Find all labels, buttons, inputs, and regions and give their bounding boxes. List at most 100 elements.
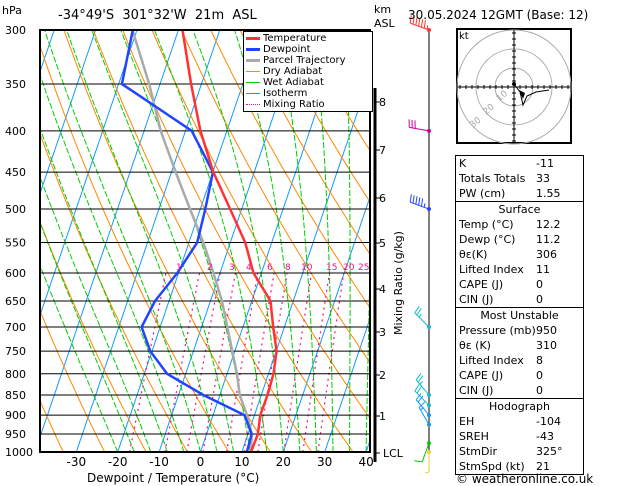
temperature-line xyxy=(181,30,278,452)
isotherm-line xyxy=(40,30,97,196)
wind-barb xyxy=(415,379,430,396)
dry-adiabat-line xyxy=(298,30,370,152)
wind-barb-flag xyxy=(416,307,422,316)
index-label: Dewp (°C) xyxy=(459,233,516,246)
index-value: 310 xyxy=(536,339,557,352)
wind-dot xyxy=(427,450,431,454)
hodograph-trace xyxy=(513,83,550,107)
index-row: CAPE (J) 0 xyxy=(456,368,583,383)
indices-panel: K -11 Totals Totals 33 PW (cm) 1.55 Surface Te… xyxy=(455,155,584,475)
indices-table: K -11 Totals Totals 33 PW (cm) 1.55 xyxy=(455,155,584,202)
mixing-ratio-line xyxy=(302,272,331,452)
mixing-ratio-label: 4 xyxy=(246,263,252,273)
legend-label: Dry Adiabat xyxy=(263,66,323,77)
index-row: Pressure (mb) 950 xyxy=(456,323,583,338)
wind-dot xyxy=(427,324,431,329)
legend-swatch xyxy=(246,48,260,51)
wind-barb-flag xyxy=(415,373,422,381)
pressure-tick-label: 500 xyxy=(5,203,26,216)
index-row: Temp (°C) 12.2 xyxy=(456,217,583,232)
isotherm-line xyxy=(117,30,262,452)
datetime: 30.05.2024 12GMT (Base: 12) xyxy=(408,8,589,22)
mixing-ratio-label: 2 xyxy=(207,263,213,273)
km-tick-label: 3 xyxy=(379,326,386,339)
isotherm-line xyxy=(158,30,304,452)
hodograph-ring-label: 20 xyxy=(482,102,497,117)
index-row: θε (K) 310 xyxy=(456,338,583,353)
index-label: CAPE (J) xyxy=(459,278,504,291)
wind-barb-flag xyxy=(419,380,423,385)
legend-label: Mixing Ratio xyxy=(263,99,325,110)
index-row: CIN (J) 0 xyxy=(456,383,583,398)
wind-barb-flag xyxy=(420,198,424,207)
footer-credit: © weatheronline.co.uk xyxy=(456,472,594,486)
legend-swatch xyxy=(246,82,260,83)
legend-label: Wet Adiabat xyxy=(263,77,324,88)
storm-motion-marker xyxy=(519,90,525,99)
index-value: 0 xyxy=(536,369,543,382)
mixing-ratio-label: 8 xyxy=(285,263,291,273)
index-label: θε(K) xyxy=(459,248,488,261)
wet-adiabat-line xyxy=(234,30,301,452)
index-value: -43 xyxy=(536,430,554,443)
wind-barb xyxy=(410,201,430,210)
dry-adiabat-line xyxy=(268,30,370,203)
hodograph-table: Hodograph EH -104 SREH -43 StmDir 325° StmSpd (… xyxy=(455,399,584,475)
wind-barb-flag xyxy=(415,393,422,401)
wind-barbs xyxy=(408,15,431,474)
wind-dot xyxy=(427,128,431,133)
mixing-ratio-label: 15 xyxy=(326,263,337,273)
index-label: Pressure (mb) xyxy=(459,324,536,337)
dry-adiabat-line xyxy=(40,44,230,452)
wind-barb-flag xyxy=(424,471,430,474)
wind-barb-flag xyxy=(423,20,426,29)
legend-swatch xyxy=(246,71,260,72)
plot-frame xyxy=(39,29,371,453)
wind-dot xyxy=(427,28,431,32)
wind-barb xyxy=(409,126,430,132)
legend-item: Dewpoint xyxy=(244,44,372,55)
section-title: Most Unstable xyxy=(480,309,559,322)
pressure-tick-label: 900 xyxy=(5,409,26,422)
location-title: -34°49'S 301°32'W 21m ASL xyxy=(58,8,257,23)
index-value: 11 xyxy=(536,263,550,276)
km-tick-label: 7 xyxy=(379,144,386,157)
wet-adiabat-line xyxy=(345,30,351,452)
wind-barb xyxy=(414,312,430,328)
legend-swatch xyxy=(246,104,260,105)
legend-swatch xyxy=(246,59,260,62)
wind-dot xyxy=(427,403,431,408)
dry-adiabat-line xyxy=(40,399,64,452)
wind-barb-flag xyxy=(415,17,418,26)
wind-barb xyxy=(421,442,430,463)
wind-barb-flag xyxy=(418,313,422,318)
tick-labels: 1 2 3 4 6 8 10 15 20 2530035040045050055060065070… xyxy=(5,24,404,469)
legend-item: Wet Adiabat xyxy=(244,77,372,88)
wet-adiabat-line xyxy=(40,73,185,452)
index-row: SREH -43 xyxy=(456,429,583,444)
hpa-label: hPa xyxy=(2,4,22,17)
wet-adiabat-line xyxy=(312,30,334,452)
pressure-tick-label: 1000 xyxy=(5,446,33,459)
pressure-tick-label: 300 xyxy=(5,24,26,37)
wind-barb-flag xyxy=(414,384,420,392)
legend-label: Dewpoint xyxy=(263,44,311,55)
dry-adiabat-line xyxy=(210,30,370,309)
wind-barb xyxy=(410,22,430,31)
temperature-tick-label: -20 xyxy=(108,455,128,469)
km-tick-label: 6 xyxy=(379,192,386,205)
wet-adiabat-line xyxy=(192,30,284,452)
km-label: km xyxy=(374,3,392,16)
mixing-ratio-line xyxy=(186,272,221,452)
index-value: 1.55 xyxy=(536,187,561,200)
isotherm-line xyxy=(40,30,179,439)
pressure-tick-label: 400 xyxy=(5,125,26,138)
surface-table: Surface Temp (°C) 12.2 Dewp (°C) 11.2 θε(K) 30… xyxy=(455,202,584,308)
index-label: θε (K) xyxy=(459,339,491,352)
dry-adiabat-line xyxy=(180,30,370,364)
index-row: Lifted Index 11 xyxy=(456,262,583,277)
dry-adiabat-line xyxy=(122,30,354,452)
section-title: Surface xyxy=(498,203,541,216)
pressure-tick-label: 650 xyxy=(5,295,26,308)
legend-label: Isotherm xyxy=(263,88,308,99)
